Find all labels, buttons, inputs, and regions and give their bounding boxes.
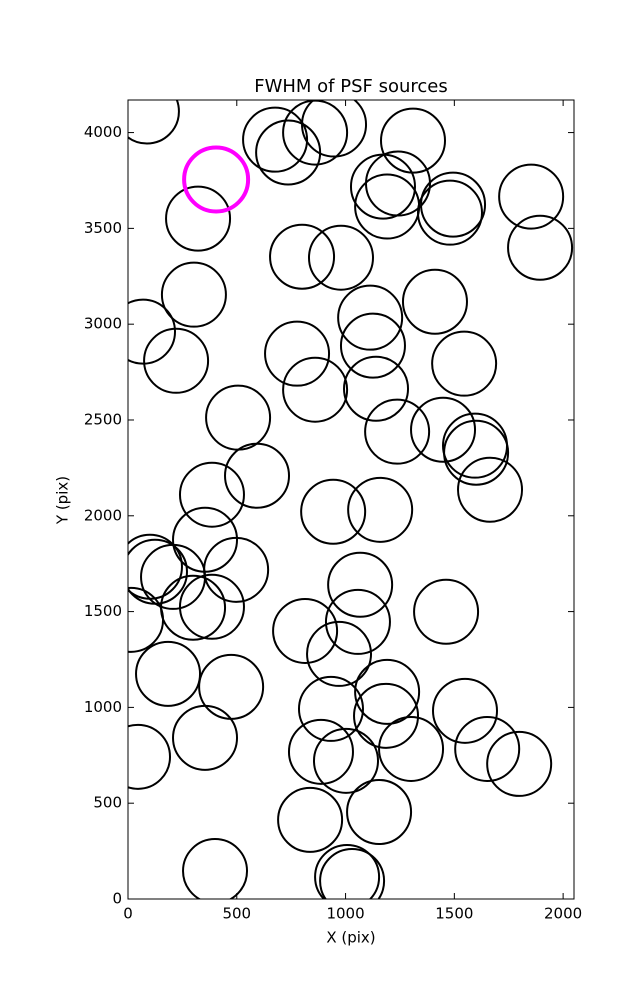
source-circle bbox=[319, 847, 386, 899]
source-circle bbox=[486, 730, 553, 797]
source-circle bbox=[327, 551, 394, 618]
source-circle bbox=[498, 163, 565, 230]
source-circle bbox=[420, 171, 487, 238]
source-circle bbox=[312, 727, 379, 794]
source-circle bbox=[242, 106, 309, 173]
source-circle bbox=[401, 268, 468, 335]
source-circle bbox=[255, 119, 322, 186]
source-circle bbox=[454, 715, 521, 782]
axes-frame bbox=[127, 99, 575, 900]
source-circle bbox=[353, 682, 420, 749]
source-circle bbox=[160, 574, 227, 641]
source-circle bbox=[300, 478, 367, 545]
source-circle bbox=[301, 100, 368, 158]
source-circle bbox=[297, 675, 364, 742]
source-circle bbox=[128, 538, 188, 605]
plot-area bbox=[128, 100, 574, 899]
source-circle bbox=[354, 173, 421, 240]
x-tick-label: 2000 bbox=[544, 905, 582, 923]
source-circle bbox=[314, 843, 381, 899]
source-circle bbox=[135, 640, 202, 707]
source-circle bbox=[378, 715, 445, 782]
y-tick-label: 1500 bbox=[84, 602, 122, 620]
source-circle bbox=[128, 723, 171, 790]
source-circle bbox=[287, 718, 354, 785]
source-circle bbox=[347, 476, 414, 543]
y-tick-label: 2500 bbox=[84, 410, 122, 428]
source-circle bbox=[128, 298, 177, 365]
source-circle bbox=[178, 461, 245, 528]
chart-title: FWHM of PSF sources bbox=[254, 76, 448, 97]
source-circle bbox=[165, 185, 232, 252]
source-circle bbox=[410, 396, 477, 463]
source-circle bbox=[339, 312, 406, 379]
y-tick-label: 500 bbox=[93, 794, 122, 812]
source-circle bbox=[416, 179, 483, 246]
source-circle bbox=[346, 779, 413, 846]
source-circle bbox=[182, 838, 249, 899]
source-circle bbox=[264, 320, 331, 387]
x-tick-label: 1500 bbox=[435, 905, 473, 923]
source-circle bbox=[432, 677, 499, 744]
source-circle bbox=[364, 398, 431, 465]
source-circle bbox=[205, 384, 272, 451]
source-circle bbox=[160, 261, 227, 328]
source-circle bbox=[198, 653, 265, 720]
source-circle bbox=[507, 214, 574, 281]
source-circle bbox=[343, 355, 410, 422]
source-circle bbox=[269, 223, 336, 290]
source-circle bbox=[277, 786, 344, 853]
source-circle bbox=[282, 100, 349, 166]
source-circle bbox=[128, 100, 180, 145]
y-tick-label: 0 bbox=[112, 890, 122, 908]
y-tick-label: 3000 bbox=[84, 315, 122, 333]
source-circle bbox=[306, 620, 373, 687]
source-circle bbox=[272, 597, 339, 664]
source-circle bbox=[349, 153, 416, 220]
source-circle bbox=[380, 107, 447, 174]
source-circle bbox=[172, 704, 239, 771]
y-tick-label: 2000 bbox=[84, 506, 122, 524]
source-circle bbox=[282, 356, 349, 423]
source-circle bbox=[457, 456, 524, 523]
x-axis-label: X (pix) bbox=[326, 929, 375, 947]
y-tick-label: 1000 bbox=[84, 698, 122, 716]
x-tick-label: 1000 bbox=[326, 905, 364, 923]
y-tick-label: 4000 bbox=[84, 123, 122, 141]
source-circle bbox=[354, 658, 421, 725]
source-circle bbox=[443, 419, 510, 486]
source-circle bbox=[128, 586, 165, 653]
source-circle bbox=[224, 442, 291, 509]
source-circle bbox=[413, 578, 480, 645]
source-circle bbox=[182, 145, 251, 214]
source-circle bbox=[337, 284, 404, 351]
source-circle bbox=[178, 573, 245, 640]
source-circle bbox=[431, 330, 498, 397]
source-circle bbox=[324, 588, 391, 655]
source-circle bbox=[307, 224, 374, 291]
y-axis-label: Y (pix) bbox=[54, 476, 72, 525]
y-tick-label: 3500 bbox=[84, 219, 122, 237]
x-tick-label: 500 bbox=[222, 905, 251, 923]
source-circle bbox=[143, 327, 210, 394]
x-tick-label: 0 bbox=[123, 905, 133, 923]
